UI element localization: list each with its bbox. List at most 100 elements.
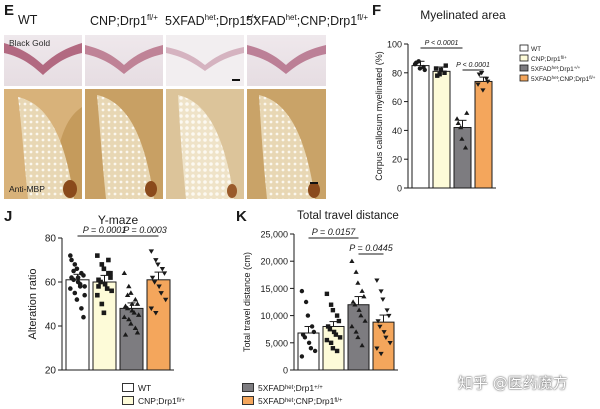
- chart-j-data-point: [153, 310, 159, 316]
- legend-label-wt: WT: [138, 382, 152, 393]
- chart-k-y-tick-label: 0: [283, 366, 288, 376]
- chart-k-y-axis-label: Total travel distance (cm): [242, 252, 252, 352]
- chart-k-data-point: [327, 327, 333, 332]
- column-label-cnp-sup: fl/+: [146, 13, 158, 22]
- chart-f-data-point: [437, 72, 442, 77]
- column-label-5xfad-cnp-text-2: ;CNP;Drp1: [296, 14, 358, 29]
- chart-total-travel-distance: Total travel distance 0 5,000 10,000 15,000 2…: [242, 210, 399, 376]
- chart-f-data-point: [459, 136, 465, 141]
- column-label-5xfad-sup-2: +/+: [246, 13, 258, 22]
- chart-f-data-point: [438, 67, 444, 73]
- chart-k-data-point: [311, 329, 317, 335]
- chart-j-data-point: [96, 284, 101, 289]
- chart-k-data-point: [362, 318, 368, 323]
- chart-j-data-point: [104, 286, 110, 291]
- chart-j-data-point: [81, 314, 86, 320]
- chart-k-data-point: [377, 324, 383, 330]
- column-label-5xfad-cnp: 5XFADhet;CNP;Drp1fl/+: [246, 13, 368, 28]
- stain-label-anti-mbp: Anti-MBP: [9, 184, 45, 194]
- chart-k-data-point: [387, 341, 393, 346]
- black-gold-image-5xfad: [166, 35, 244, 86]
- chart-k-data-point: [302, 335, 308, 340]
- chart-f-y-tick-label: 60: [392, 97, 402, 107]
- chart-f-significance-label: P < 0.0001: [425, 40, 459, 47]
- chart-j-data-point: [128, 321, 134, 326]
- watermark-text: 知乎 @医药魔方: [458, 374, 568, 392]
- chart-j-data-point: [129, 307, 135, 313]
- chart-k-data-point: [328, 340, 334, 345]
- chart-j-significance-label: P = 0.0001: [83, 225, 126, 235]
- chart-f-y-tick-label: 20: [392, 155, 402, 165]
- chart-f-bar: [432, 70, 451, 189]
- chart-y-maze: Y-maze 20 40 60 80 Alteration ratio P = 0.0001…: [27, 213, 174, 377]
- chart-j-data-point: [149, 275, 156, 281]
- chart-f-data-point: [483, 76, 490, 82]
- legend-label-5xfad-cnp-sup-1: het: [284, 397, 294, 404]
- chart-j-data-point: [122, 303, 129, 309]
- chart-j-data-point: [68, 286, 73, 291]
- chart-f-data-point: [435, 73, 440, 78]
- column-label-5xfad-sup-1: het: [204, 13, 216, 22]
- chart-f-legend: WT CNP;Drp1fl/+5XFADhet;Drp1+/+5XFADhet;C…: [519, 44, 596, 83]
- chart-j-data-point: [124, 292, 131, 298]
- chart-k-data-point: [349, 323, 355, 329]
- chart-j-data-point: [99, 301, 105, 307]
- chart-j-data-point: [129, 301, 135, 306]
- anti-mbp-image-5xfad: [166, 89, 244, 199]
- chart-j-significance-label: P = 0.0003: [123, 225, 166, 235]
- column-label-5xfad-text: 5XFAD: [165, 14, 205, 29]
- panel-letter-f: F: [372, 2, 382, 19]
- chart-j-data-point: [122, 332, 129, 337]
- panel-letter-k: K: [236, 208, 247, 225]
- chart-j-data-point: [134, 301, 141, 306]
- chart-f-data-point: [476, 72, 482, 77]
- chart-j-data-point: [121, 270, 128, 276]
- chart-k-data-point: [350, 299, 356, 304]
- legend-item-5xfad: 5XFAD het ;Drp1 +/+: [242, 382, 343, 393]
- chart-f-data-point: [479, 71, 485, 76]
- chart-j-data-point: [74, 297, 80, 302]
- chart-k-data-point: [337, 335, 343, 340]
- legend-swatch-5xfad-cnp: [242, 396, 254, 405]
- chart-f-data-point: [455, 120, 461, 125]
- chart-f-legend-label-cnp: CNP;Drp1fl/+: [531, 55, 567, 64]
- chart-f-data-point: [464, 110, 470, 115]
- chart-k-data-point: [299, 354, 305, 359]
- chart-k-data-point: [383, 335, 389, 340]
- chart-f-bar: [411, 65, 430, 189]
- legend-label-5xfad-cnp: 5XFAD: [258, 395, 285, 406]
- chart-k-significance-label: P = 0.0445: [349, 243, 393, 253]
- chart-j-data-point: [71, 268, 76, 274]
- chart-k-data-point: [358, 313, 364, 318]
- chart-j-data-point: [126, 316, 132, 322]
- anti-mbp-image-cnp: [85, 89, 163, 199]
- chart-k-data-point: [353, 329, 359, 334]
- chart-j-data-point: [95, 253, 100, 258]
- chart-k-data-point: [299, 288, 305, 294]
- chart-k-y-tick-label: 25,000: [260, 230, 288, 240]
- chart-k-data-point: [353, 269, 359, 274]
- legend-label-5xfad-sup-1: het: [284, 384, 294, 391]
- chart-j-data-point: [124, 305, 131, 311]
- legend-label-5xfad-sup-2: +/+: [314, 384, 323, 391]
- column-label-wt: WT: [18, 13, 37, 27]
- chart-f-y-tick-label: 80: [392, 68, 402, 78]
- chart-k-data-point: [349, 258, 355, 263]
- legend-swatch-wt: [122, 383, 134, 392]
- chart-k-data-point: [324, 291, 330, 297]
- chart-k-data-point: [361, 293, 367, 299]
- chart-j-data-point: [158, 291, 164, 296]
- panel-letter-e: E: [4, 2, 15, 19]
- chart-k-data-point: [374, 278, 380, 283]
- chart-j-data-point: [109, 288, 114, 294]
- chart-f-legend-swatch: [519, 74, 529, 82]
- column-label-5xfad-text-2: ;Drp1: [215, 14, 247, 29]
- chart-k-data-point: [386, 313, 392, 319]
- chart-k-data-point: [308, 346, 314, 351]
- chart-j-data-point: [82, 284, 87, 289]
- chart-j-data-point: [153, 258, 159, 263]
- chart-j-data-point: [126, 283, 132, 289]
- legend-item-cnp: CNP;Drp1 fl/+: [122, 395, 185, 406]
- legend-label-cnp-sup: fl/+: [176, 397, 185, 404]
- column-label-5xfad-cnp-text: 5XFAD: [246, 14, 286, 29]
